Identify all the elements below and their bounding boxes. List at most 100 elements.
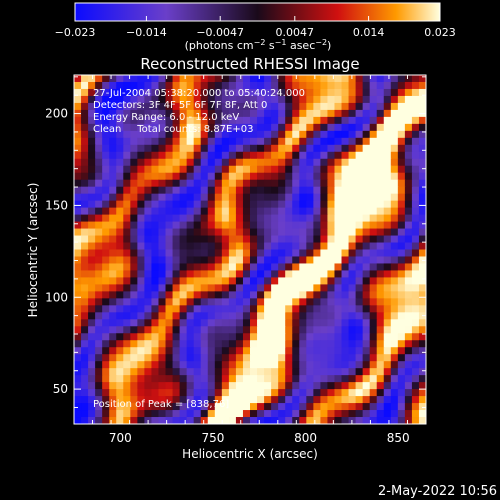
heatmap-cell — [116, 214, 124, 223]
heatmap-cell — [186, 95, 195, 104]
heatmap-cell — [74, 75, 82, 83]
heatmap-cell — [102, 123, 110, 132]
heatmap-cell — [228, 333, 237, 341]
heatmap-cell — [327, 410, 336, 418]
heatmap-cell — [369, 333, 378, 341]
heatmap-cell — [193, 410, 202, 418]
heatmap-cell — [74, 291, 82, 299]
heatmap-cell — [74, 249, 82, 258]
heatmap-cell — [81, 109, 89, 118]
heatmap-cell — [257, 389, 265, 397]
heatmap-cell — [306, 193, 314, 202]
heatmap-cell — [116, 319, 124, 327]
heatmap-cell — [165, 109, 174, 118]
heatmap-cell — [376, 333, 385, 341]
heatmap-cell — [341, 102, 350, 111]
heatmap-cell — [327, 81, 336, 90]
heatmap-cell — [341, 221, 350, 230]
heatmap-cell — [74, 158, 82, 167]
heatmap-cell — [130, 95, 138, 104]
heatmap-cell — [165, 277, 174, 285]
heatmap-cell — [348, 256, 357, 265]
heatmap-cell — [179, 249, 188, 258]
heatmap-cell — [228, 347, 237, 355]
heatmap-cell — [397, 396, 406, 404]
heatmap-cell — [221, 186, 230, 195]
heatmap-cell — [193, 417, 202, 424]
heatmap-cell — [102, 389, 110, 397]
heatmap-cell — [376, 361, 385, 369]
heatmap-cell — [341, 144, 350, 153]
heatmap-cell — [376, 249, 385, 258]
heatmap-cell — [109, 354, 117, 362]
heatmap-cell — [362, 158, 371, 167]
heatmap-cell — [235, 319, 244, 327]
heatmap-cell — [130, 340, 138, 348]
heatmap-cell — [81, 389, 89, 397]
heatmap-cell — [369, 284, 378, 292]
heatmap-cell — [397, 347, 406, 355]
heatmap-cell — [320, 375, 329, 383]
heatmap-cell — [264, 277, 272, 285]
heatmap-cell — [292, 235, 300, 244]
heatmap-cell — [172, 179, 181, 188]
heatmap-cell — [186, 347, 195, 355]
heatmap-cell — [355, 333, 364, 341]
heatmap-cell — [299, 207, 307, 216]
heatmap-cell — [320, 88, 329, 97]
heatmap-cell — [292, 263, 300, 272]
heatmap-cell — [179, 277, 188, 285]
heatmap-cell — [81, 228, 89, 237]
heatmap-cell — [404, 270, 413, 279]
heatmap-cell — [81, 382, 89, 390]
heatmap-cell — [250, 137, 258, 146]
heatmap-cell — [186, 368, 195, 376]
heatmap-cell — [383, 214, 392, 223]
heatmap-cell — [271, 186, 279, 195]
heatmap-cell — [341, 158, 350, 167]
heatmap-cell — [250, 109, 258, 118]
heatmap-cell — [165, 144, 174, 153]
heatmap-cell — [95, 340, 103, 348]
heatmap-cell — [137, 263, 145, 272]
heatmap-cell — [228, 340, 237, 348]
heatmap-cell — [334, 81, 343, 90]
heatmap-cell — [334, 270, 343, 279]
heatmap-cell — [221, 221, 230, 230]
heatmap-cell — [214, 88, 223, 97]
heatmap-cell — [278, 228, 286, 237]
heatmap-cell — [235, 326, 244, 334]
heatmap-cell — [306, 158, 314, 167]
heatmap-cell — [95, 81, 103, 90]
heatmap-cell — [179, 193, 188, 202]
heatmap-cell — [144, 193, 153, 202]
heatmap-cell — [404, 277, 413, 285]
heatmap-cell — [397, 298, 406, 306]
heatmap-cell — [341, 417, 350, 424]
heatmap-cell — [376, 130, 385, 139]
heatmap-cell — [299, 144, 307, 153]
heatmap-cell — [207, 326, 216, 334]
heatmap-cell — [362, 263, 371, 272]
heatmap-cell — [355, 326, 364, 334]
heatmap-cell — [242, 137, 251, 146]
heatmap-cell — [179, 263, 188, 272]
heatmap-cell — [390, 137, 399, 146]
heatmap-cell — [404, 235, 413, 244]
heatmap-cell — [320, 214, 329, 223]
heatmap-cell — [383, 200, 392, 209]
heatmap-cell — [250, 207, 258, 216]
heatmap-cell — [341, 368, 350, 376]
heatmap-cell — [327, 396, 336, 404]
heatmap-cell — [151, 375, 160, 383]
heatmap-cell — [242, 242, 251, 251]
heatmap-cell — [88, 235, 96, 244]
heatmap-cell — [123, 361, 131, 369]
heatmap-cell — [144, 200, 153, 209]
heatmap-cell — [362, 256, 371, 265]
heatmap-cell — [123, 417, 131, 424]
heatmap-cell — [257, 207, 265, 216]
heatmap-cell — [186, 270, 195, 279]
heatmap-cell — [137, 109, 145, 118]
heatmap-cell — [165, 95, 174, 104]
